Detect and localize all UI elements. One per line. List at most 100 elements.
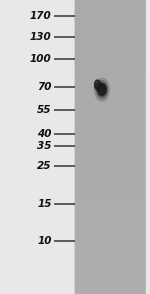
Bar (75, 24, 150, 25)
Bar (75, 191, 150, 193)
Bar (75, 218, 150, 219)
Bar (75, 282, 150, 284)
Bar (75, 223, 150, 225)
Bar (75, 12, 150, 13)
Bar (75, 234, 150, 235)
Bar (75, 216, 150, 218)
Bar (75, 281, 150, 282)
Bar (75, 262, 150, 263)
Bar (75, 50, 150, 51)
Bar (75, 32, 150, 34)
Bar (75, 84, 150, 85)
Bar (75, 110, 150, 112)
Bar (75, 40, 150, 41)
Bar (75, 138, 150, 140)
Bar (75, 168, 150, 169)
Bar (75, 26, 150, 28)
Bar (75, 259, 150, 260)
Bar (75, 285, 150, 287)
Bar (75, 119, 150, 121)
Bar (75, 287, 150, 288)
Bar (75, 90, 150, 91)
Bar (75, 98, 150, 100)
Bar (75, 107, 150, 109)
Bar (75, 288, 150, 290)
Bar (75, 129, 150, 131)
Bar (75, 37, 150, 38)
Bar (75, 187, 150, 188)
Bar (75, 240, 150, 241)
Bar (75, 284, 150, 285)
Bar (75, 10, 150, 12)
Bar (75, 46, 150, 47)
Bar (75, 63, 150, 65)
Bar (75, 176, 150, 178)
Bar (75, 276, 150, 278)
Bar (75, 225, 150, 226)
Bar (75, 82, 150, 84)
Bar (75, 41, 150, 43)
Bar (75, 215, 150, 216)
Bar (75, 278, 150, 279)
Bar (75, 175, 150, 176)
Bar (75, 78, 150, 79)
Bar (75, 157, 150, 159)
Bar (75, 248, 150, 250)
Bar (75, 204, 150, 206)
Bar (75, 212, 150, 213)
Text: 25: 25 (37, 161, 52, 171)
Bar (75, 148, 150, 150)
Bar (75, 13, 150, 15)
Bar (75, 188, 150, 190)
Bar (75, 7, 150, 9)
Bar (75, 34, 150, 35)
Bar (75, 59, 150, 60)
Bar (75, 3, 150, 4)
Bar (75, 94, 150, 96)
Bar (75, 38, 150, 40)
Bar (75, 151, 150, 153)
Text: 55: 55 (37, 105, 52, 115)
Ellipse shape (94, 83, 105, 91)
Bar (75, 159, 150, 160)
Bar (75, 134, 150, 135)
Bar (75, 74, 150, 75)
Bar (75, 18, 150, 19)
Bar (75, 19, 150, 21)
Bar (75, 153, 150, 154)
Bar (75, 113, 150, 115)
Bar (75, 160, 150, 162)
Bar (75, 200, 150, 201)
Ellipse shape (98, 84, 106, 95)
Bar (75, 9, 150, 10)
Bar (75, 31, 150, 32)
Bar (75, 162, 150, 163)
Bar (75, 140, 150, 141)
Bar (75, 150, 150, 151)
Bar (75, 165, 150, 166)
Bar (75, 273, 150, 275)
Bar (75, 241, 150, 243)
Bar (75, 265, 150, 266)
Bar (75, 125, 150, 126)
Bar (75, 51, 150, 53)
Bar (75, 244, 150, 245)
Bar (75, 209, 150, 210)
Bar (75, 100, 150, 101)
Bar (75, 194, 150, 196)
Bar (75, 201, 150, 203)
Bar (75, 96, 150, 97)
Bar (75, 206, 150, 207)
Bar (75, 172, 150, 173)
Bar (75, 146, 150, 147)
Bar (75, 237, 150, 238)
Bar (75, 115, 150, 116)
Bar (75, 122, 150, 123)
Bar (75, 270, 150, 272)
Bar (75, 35, 150, 37)
Bar (75, 171, 150, 172)
Bar (75, 85, 150, 87)
Text: 35: 35 (37, 141, 52, 151)
Bar (75, 229, 150, 231)
Bar (75, 293, 150, 294)
